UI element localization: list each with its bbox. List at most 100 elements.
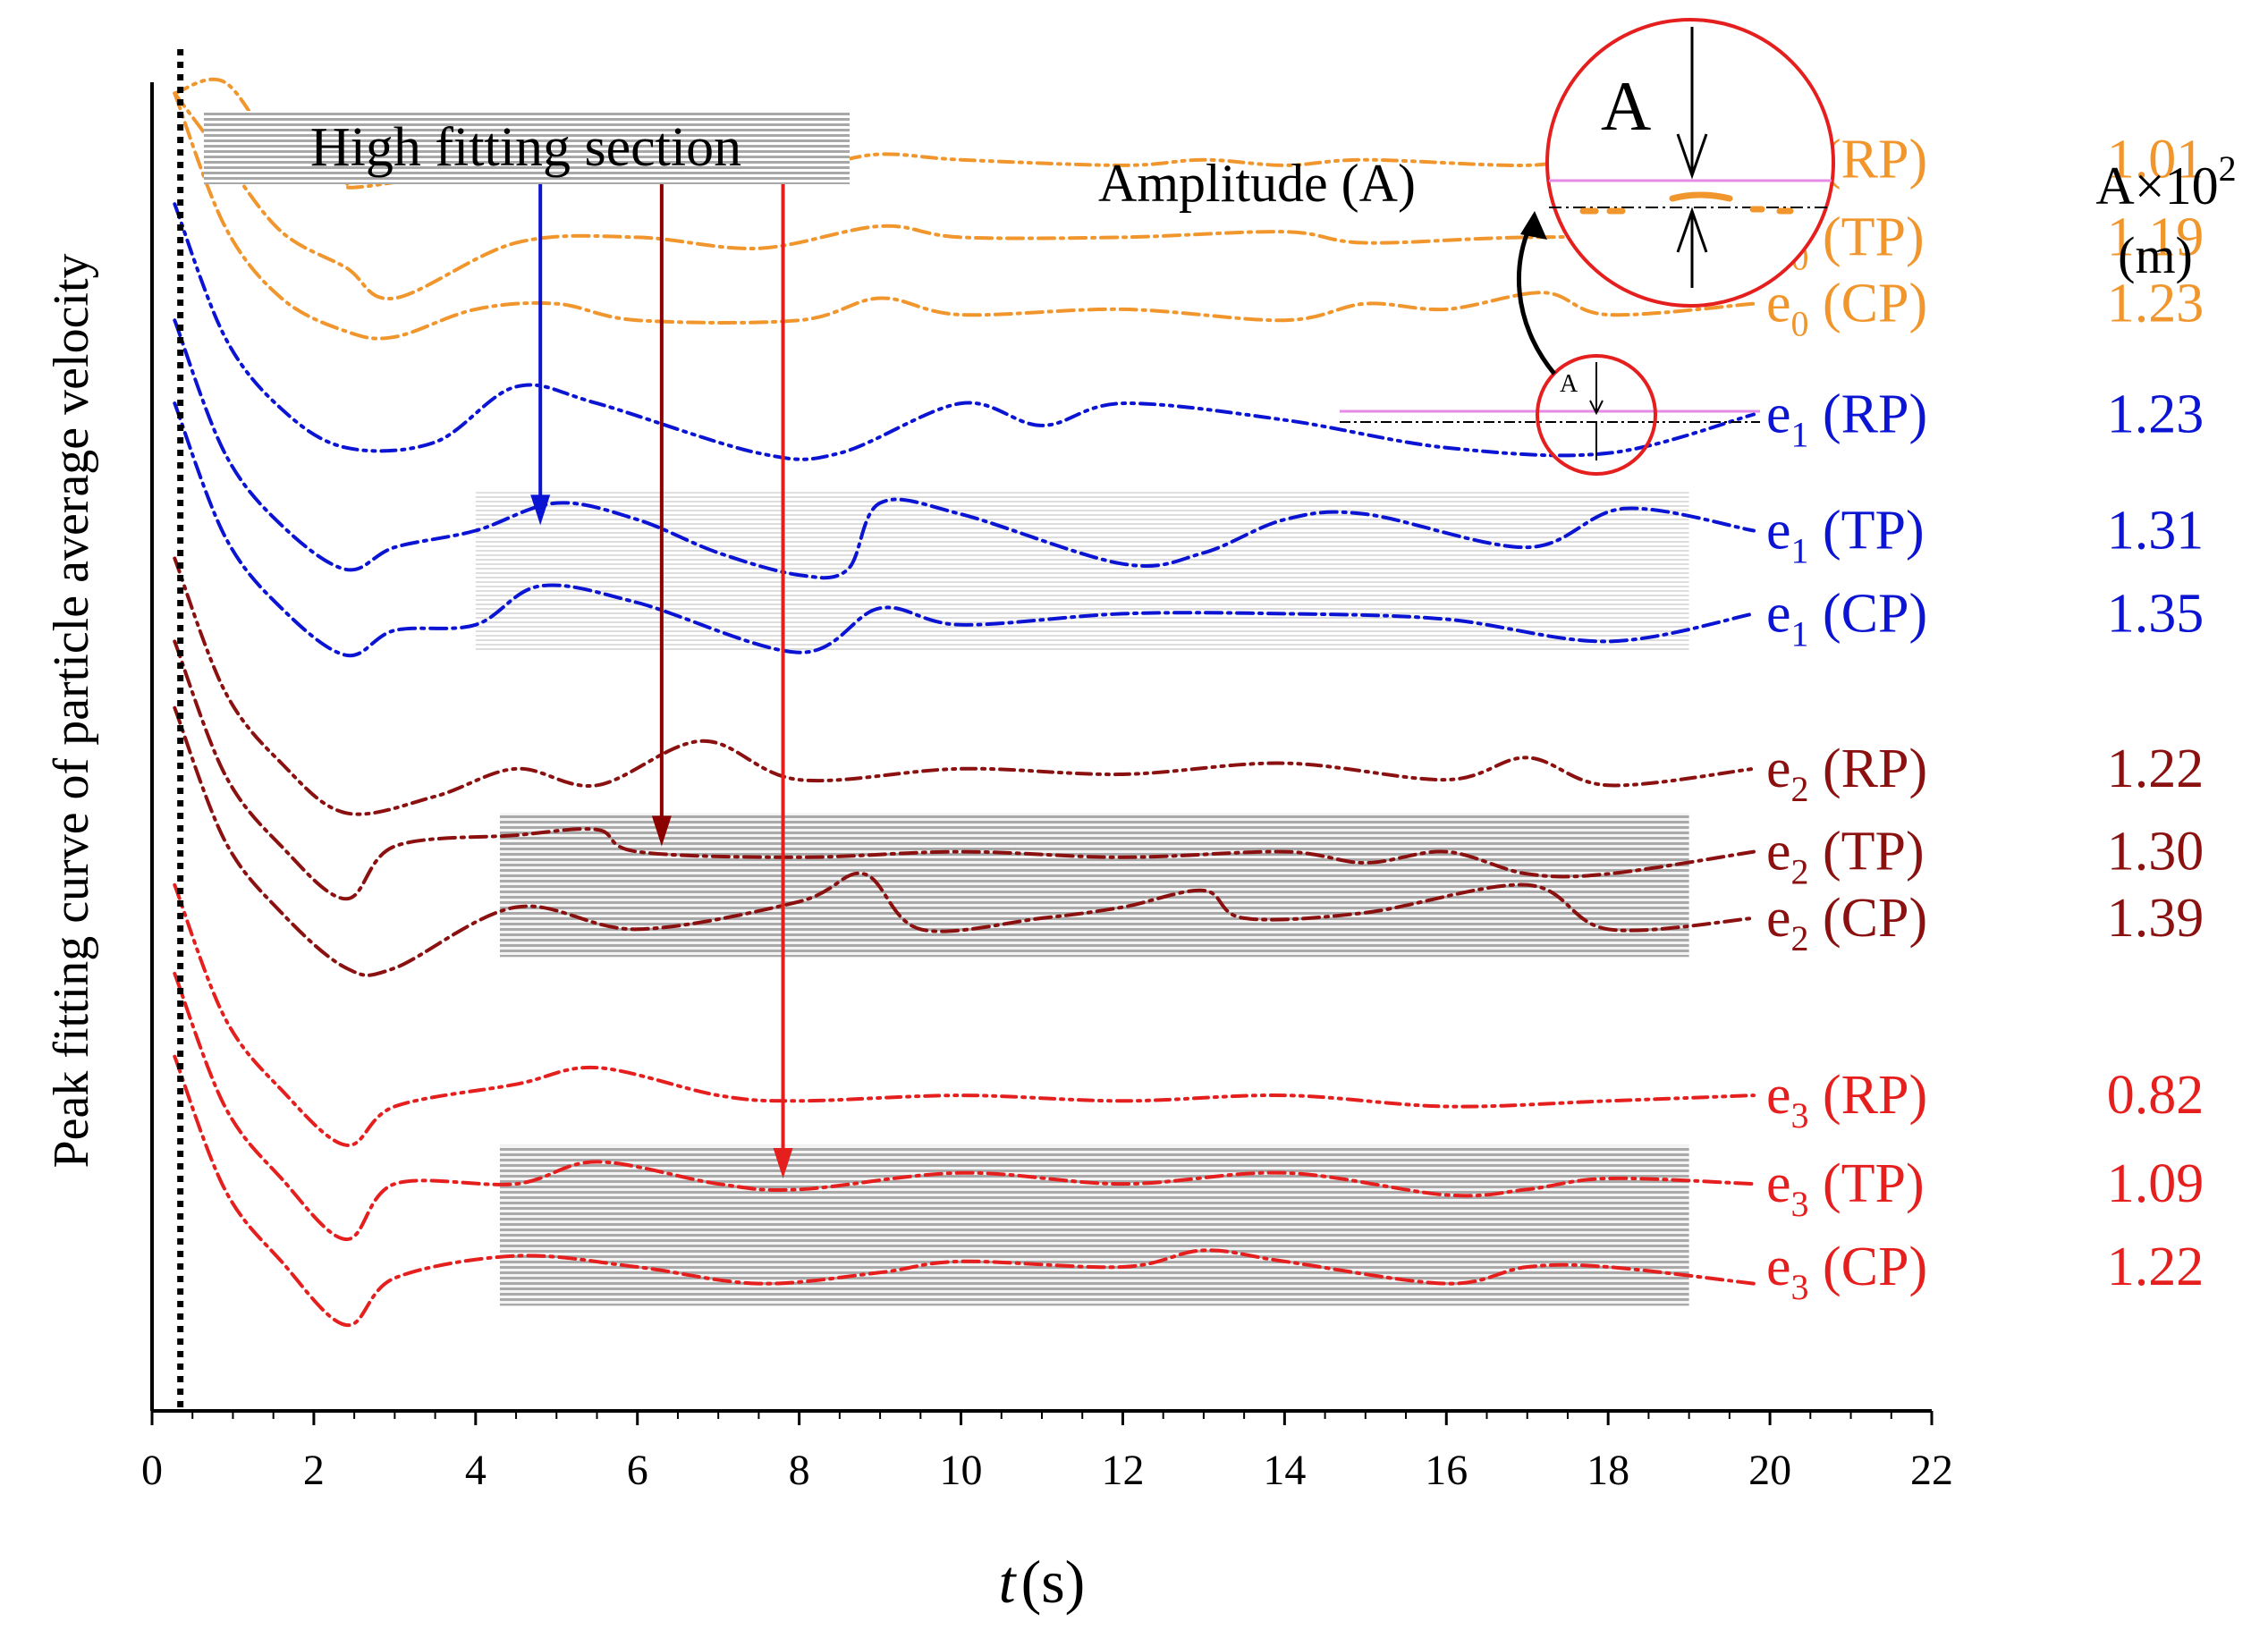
series-label-e3-rp: e3 (RP) xyxy=(1766,1065,1927,1136)
series-label-base: e xyxy=(1766,888,1791,949)
series-label-cond: (RP) xyxy=(1809,739,1928,799)
x-axis-label-var: t xyxy=(999,1548,1018,1616)
y-axis-label: Peak fitting curve of particle average v… xyxy=(44,253,99,1168)
series-line-e1-rp xyxy=(173,202,1756,461)
amplitude-value-e0-cp: 1.23 xyxy=(2107,274,2205,334)
series-label-cond: (CP) xyxy=(1809,583,1928,644)
series-label-e1-rp: e1 (RP) xyxy=(1766,384,1927,455)
series-label-base: e xyxy=(1766,1065,1791,1126)
svg-text:A×102: A×102 xyxy=(2095,148,2236,215)
series-line-e3-tp xyxy=(173,971,1756,1242)
amp-header-main: A×10 xyxy=(2095,156,2218,215)
series-label-base: e xyxy=(1766,274,1791,334)
series-group xyxy=(173,77,1756,1328)
high-fitting-band-e2 xyxy=(499,813,1689,958)
arrows-group xyxy=(530,184,793,1178)
series-label-e2-rp: e2 (RP) xyxy=(1766,739,1927,809)
x-tick-label: 22 xyxy=(1910,1447,1953,1494)
arrow-head-e1 xyxy=(530,494,551,526)
series-label-cond: (CP) xyxy=(1809,1237,1928,1297)
amplitude-value-e2-cp: 1.39 xyxy=(2107,888,2205,949)
series-label-base: e xyxy=(1766,822,1791,882)
x-tick-label: 6 xyxy=(627,1447,648,1494)
inset-small-label: A xyxy=(1560,370,1578,398)
amplitude-value-e0-tp: 1.19 xyxy=(2107,207,2205,267)
series-line-e0-tp xyxy=(173,91,1756,300)
series-label-e3-cp: e3 (CP) xyxy=(1766,1237,1927,1307)
arrow-head-e3 xyxy=(773,1147,793,1178)
x-tick-label: 10 xyxy=(940,1447,983,1494)
series-label-e1-tp: e1 (TP) xyxy=(1766,501,1925,571)
x-tick-label: 18 xyxy=(1587,1447,1629,1494)
series-label-cond: (CP) xyxy=(1809,274,1928,334)
high-fitting-label: High fitting section xyxy=(310,117,741,178)
x-tick-label: 20 xyxy=(1748,1447,1791,1494)
x-tick-label: 12 xyxy=(1101,1447,1144,1494)
x-tick-label: 8 xyxy=(789,1447,810,1494)
series-label-base: e xyxy=(1766,1153,1791,1214)
series-label-sub: 3 xyxy=(1791,1095,1809,1136)
inset-big-circle xyxy=(1545,18,1835,308)
x-tick-label: 2 xyxy=(303,1447,325,1494)
amp-header-sup: 2 xyxy=(2219,148,2237,189)
amplitude-value-e2-tp: 1.30 xyxy=(2107,822,2205,882)
series-label-cond: (TP) xyxy=(1809,501,1925,561)
series-label-sub: 1 xyxy=(1791,415,1809,455)
series-label-base: e xyxy=(1766,583,1791,644)
series-label-sub: 0 xyxy=(1791,304,1809,344)
series-line-e0-cp xyxy=(173,91,1756,341)
high-fitting-band-e1 xyxy=(475,492,1689,653)
amplitude-value-e0-rp: 1.01 xyxy=(2107,130,2205,190)
amplitude-value-e3-tp: 1.09 xyxy=(2107,1153,2205,1214)
series-label-e1-cp: e1 (CP) xyxy=(1766,583,1927,654)
inset-big-curve xyxy=(1579,191,1794,215)
series-label-base: e xyxy=(1766,739,1791,799)
series-label-cond: (RP) xyxy=(1809,1065,1928,1126)
high-fitting-label-box: High fitting section xyxy=(204,111,850,184)
series-line-e2-cp xyxy=(173,705,1756,977)
inset-big-label: A xyxy=(1601,67,1651,145)
series-label-cond: (TP) xyxy=(1809,207,1925,267)
series-label-base: e xyxy=(1766,1237,1791,1297)
x-tick-label: 4 xyxy=(465,1447,487,1494)
inset-big-arrowhead-bottom xyxy=(1676,207,1708,253)
amplitude-value-e3-rp: 0.82 xyxy=(2107,1065,2205,1126)
x-axis-label-unit: (s) xyxy=(1021,1548,1086,1616)
series-label-cond: (TP) xyxy=(1809,822,1925,882)
series-label-cond: (TP) xyxy=(1809,1153,1925,1214)
series-label-base: e xyxy=(1766,501,1791,561)
series-label-e3-tp: e3 (TP) xyxy=(1766,1153,1925,1224)
series-label-e2-cp: e2 (CP) xyxy=(1766,888,1927,958)
inset-big-arrowhead-top xyxy=(1676,133,1708,180)
inset-connector-arrow xyxy=(1516,217,1556,376)
x-tick-label: 14 xyxy=(1263,1447,1306,1494)
amplitude-value-e1-tp: 1.31 xyxy=(2107,501,2205,561)
high-fitting-band-e3 xyxy=(499,1144,1689,1306)
amplitude-value-e1-cp: 1.35 xyxy=(2107,583,2205,644)
axes-group: 0 2 4 6 8 10 12 14 16 18 20 22 xyxy=(141,49,1953,1494)
amplitude-header: A×102 (m) xyxy=(2095,148,2236,284)
x-tick-label: 16 xyxy=(1425,1447,1468,1494)
series-label-e2-tp: e2 (TP) xyxy=(1766,822,1925,892)
x-tick-label: 0 xyxy=(141,1447,163,1494)
series-label-e0-cp: e0 (CP) xyxy=(1766,274,1927,344)
series-line-e1-cp xyxy=(173,401,1756,658)
series-label-cond: (CP) xyxy=(1809,888,1928,949)
series-label-sub: 2 xyxy=(1791,918,1809,958)
series-line-e3-cp xyxy=(173,1054,1756,1328)
series-line-e2-tp xyxy=(173,639,1756,901)
inset-small-circle xyxy=(1536,354,1657,476)
series-label-sub: 1 xyxy=(1791,531,1809,571)
series-label-sub: 1 xyxy=(1791,613,1809,654)
series-line-e3-rp xyxy=(173,882,1756,1147)
arrow-head-e2 xyxy=(651,815,672,847)
amplitude-label: Amplitude (A) xyxy=(1098,154,1416,213)
series-label-base: e xyxy=(1766,384,1791,445)
amplitude-value-e3-cp: 1.22 xyxy=(2107,1237,2205,1297)
inset-connector-arrowhead xyxy=(1520,211,1547,240)
x-axis-label: t(s) xyxy=(999,1548,1086,1616)
series-label-sub: 3 xyxy=(1791,1267,1809,1307)
series-label-sub: 3 xyxy=(1791,1184,1809,1224)
